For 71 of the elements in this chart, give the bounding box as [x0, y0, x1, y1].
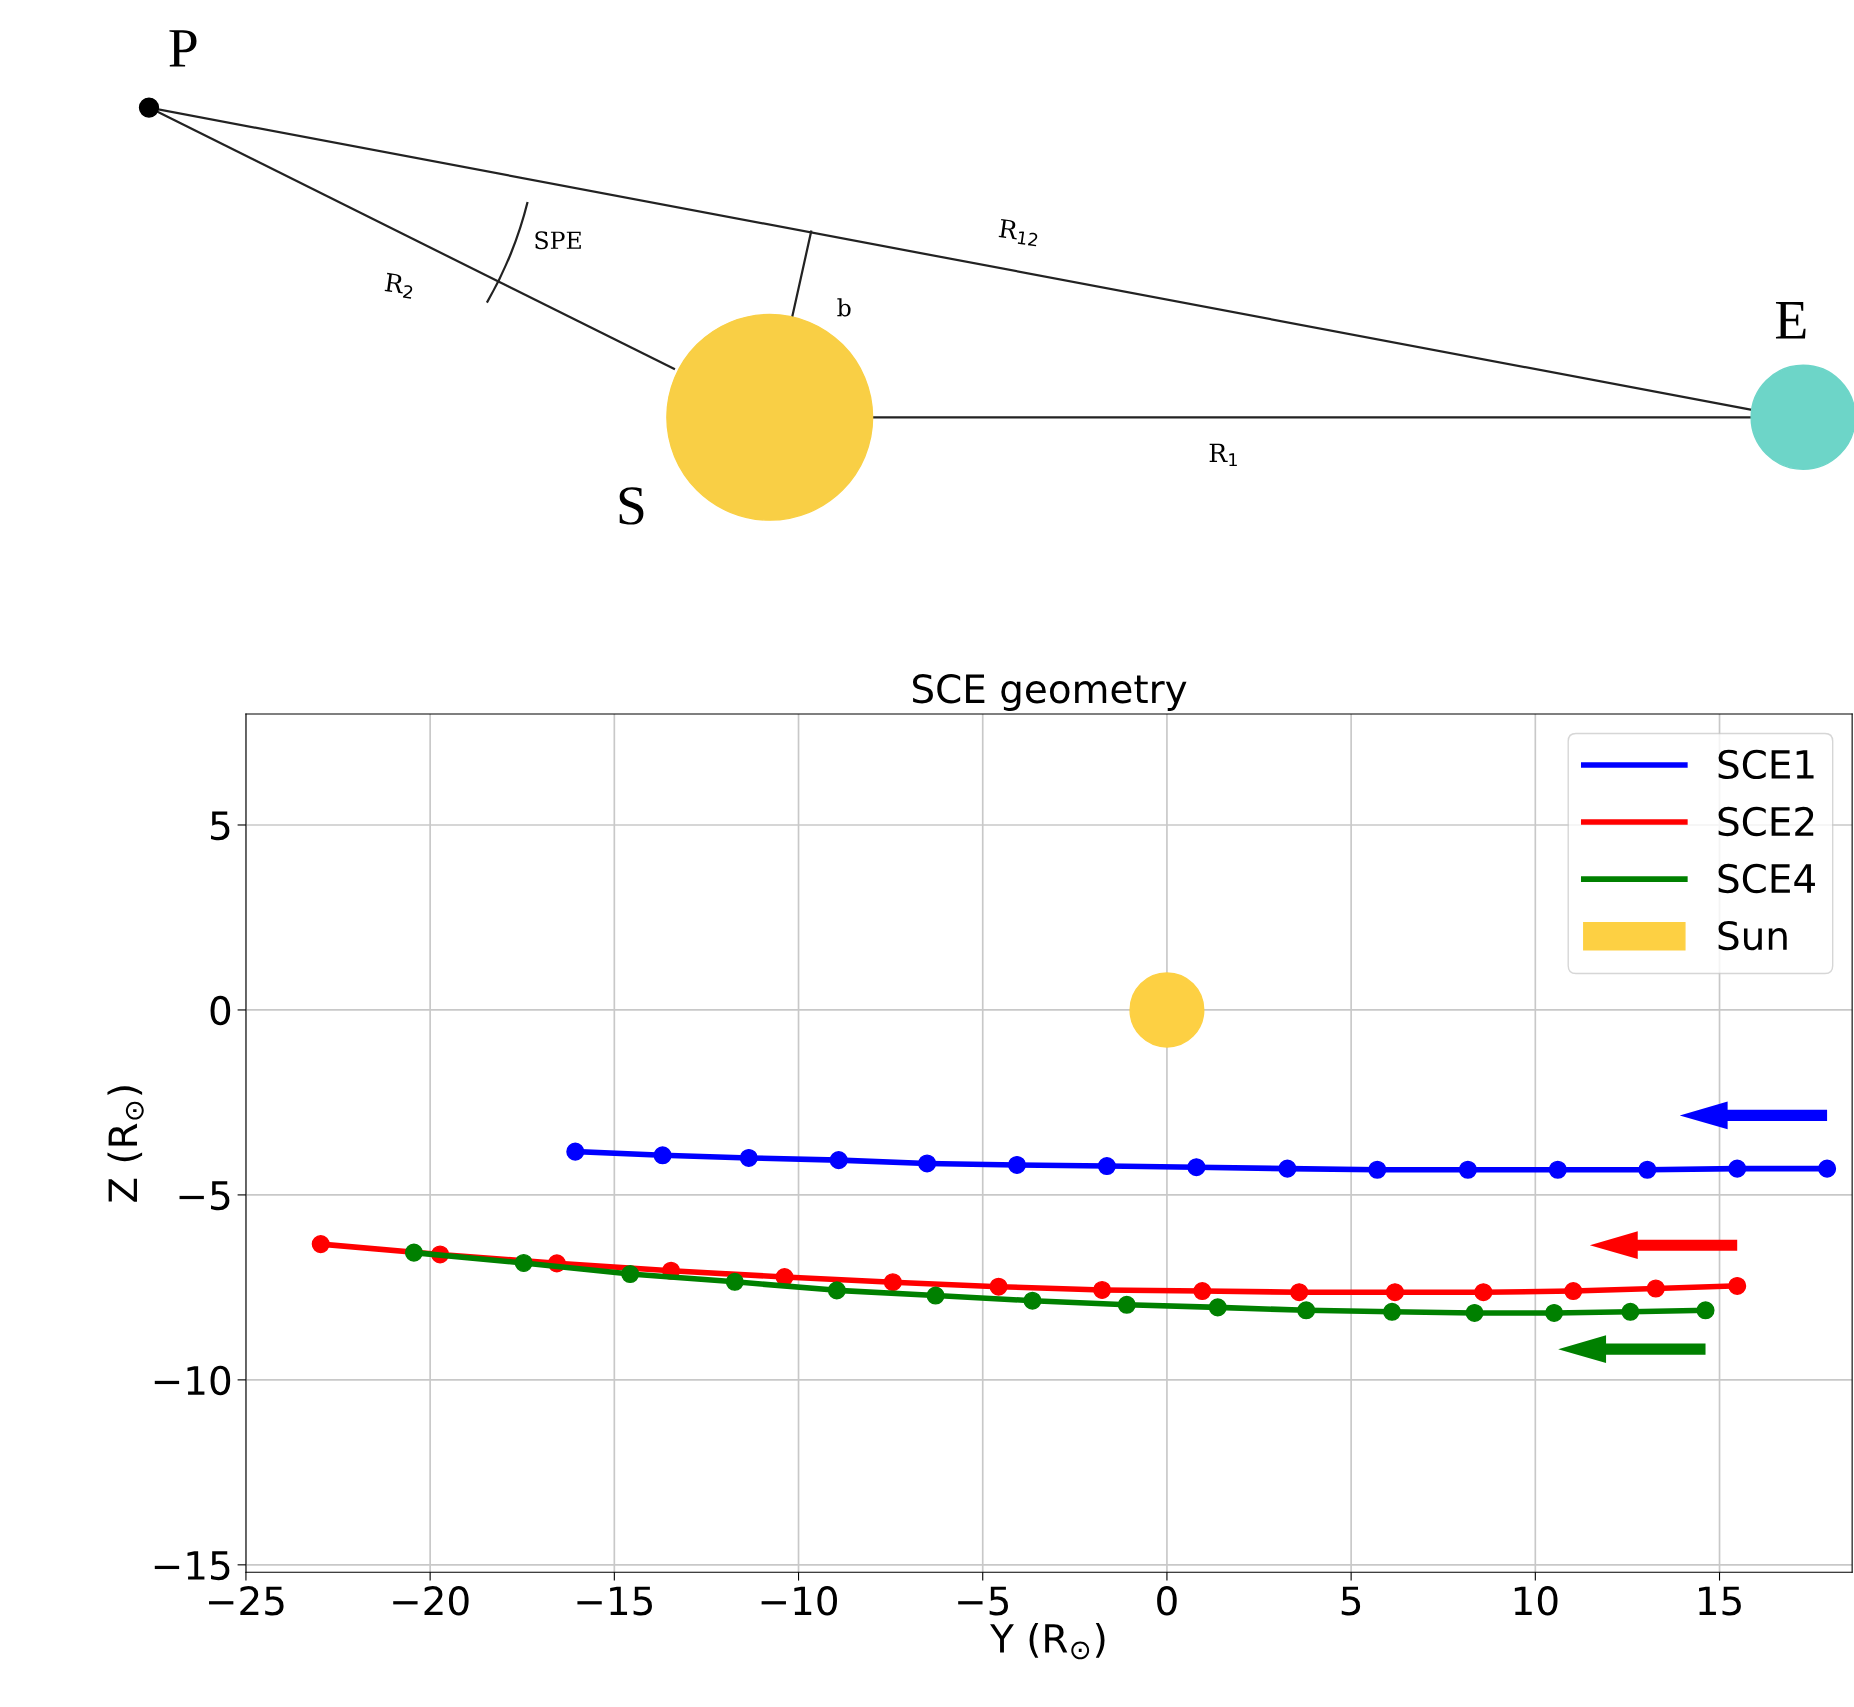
y-axis-title: Z (R$_{⊙}$) [107, 1086, 144, 1202]
point [311, 1235, 330, 1254]
x-tick-label: 15 [1699, 1586, 1741, 1616]
legend-label: SCE2 [1718, 806, 1814, 837]
x-tick-label: 5 [1341, 1586, 1361, 1616]
y-tick-label: −10 [154, 1365, 231, 1396]
point [1023, 1291, 1042, 1310]
point [1097, 1157, 1116, 1176]
point [926, 1286, 945, 1305]
point [1818, 1159, 1837, 1178]
point [1548, 1160, 1567, 1179]
x-axis-title: Y (R$_{⊙}$) [990, 1623, 1105, 1660]
point [1474, 1283, 1493, 1302]
text: b [837, 298, 851, 317]
point [1385, 1283, 1405, 1302]
point [1297, 1301, 1316, 1320]
point [1187, 1158, 1206, 1177]
point [1382, 1302, 1402, 1321]
point [1646, 1279, 1665, 1298]
x-tick-label: −20 [393, 1586, 469, 1616]
text: SPE [535, 231, 581, 250]
point [989, 1277, 1008, 1296]
point [1368, 1160, 1387, 1179]
point [918, 1154, 937, 1173]
x-tick-label: 10 [1514, 1586, 1558, 1616]
point [883, 1273, 902, 1292]
x-tick-label: −15 [577, 1586, 652, 1616]
legend-label: SCE1 [1718, 749, 1814, 780]
point [725, 1272, 744, 1291]
text: R$_{1}$ [1209, 443, 1237, 467]
x-tick-label: 0 [1157, 1586, 1177, 1616]
point [1290, 1283, 1309, 1302]
x-tick-label: −25 [209, 1586, 284, 1616]
point [827, 1281, 846, 1300]
point [739, 1148, 758, 1167]
point [653, 1146, 672, 1165]
point [1621, 1302, 1640, 1321]
y-tick-label: −15 [154, 1551, 230, 1581]
point [1193, 1282, 1212, 1301]
point [1564, 1282, 1583, 1301]
point [1458, 1160, 1477, 1179]
legend-label: Sun [1718, 920, 1787, 951]
point [1093, 1280, 1112, 1300]
point [1278, 1159, 1297, 1178]
y-tick-label: 5 [211, 811, 230, 841]
point [514, 1253, 533, 1273]
text: E [1775, 302, 1806, 339]
x-tick-label: −5 [958, 1586, 1008, 1616]
text: S [619, 487, 644, 525]
chart-title: SCE geometry [912, 674, 1187, 711]
legend-label: SCE4 [1718, 863, 1815, 894]
point [1007, 1155, 1027, 1174]
point [1696, 1301, 1715, 1320]
point [566, 1142, 585, 1161]
x-tick-label: −10 [761, 1586, 837, 1616]
point [1129, 972, 1205, 1048]
point [1465, 1303, 1484, 1322]
point [1208, 1298, 1227, 1317]
text: P [169, 30, 197, 67]
y-tick-label: −5 [179, 1181, 230, 1211]
point [1728, 1276, 1747, 1295]
point [829, 1151, 848, 1170]
text: R$_{2}$ [384, 272, 415, 299]
point [1545, 1303, 1564, 1322]
y-tick-label: 0 [210, 995, 231, 1026]
text: R$_{12}$ [998, 218, 1040, 247]
point [1728, 1159, 1747, 1178]
point [1117, 1295, 1136, 1314]
point [404, 1243, 423, 1262]
point [621, 1265, 640, 1284]
point [1638, 1160, 1657, 1179]
